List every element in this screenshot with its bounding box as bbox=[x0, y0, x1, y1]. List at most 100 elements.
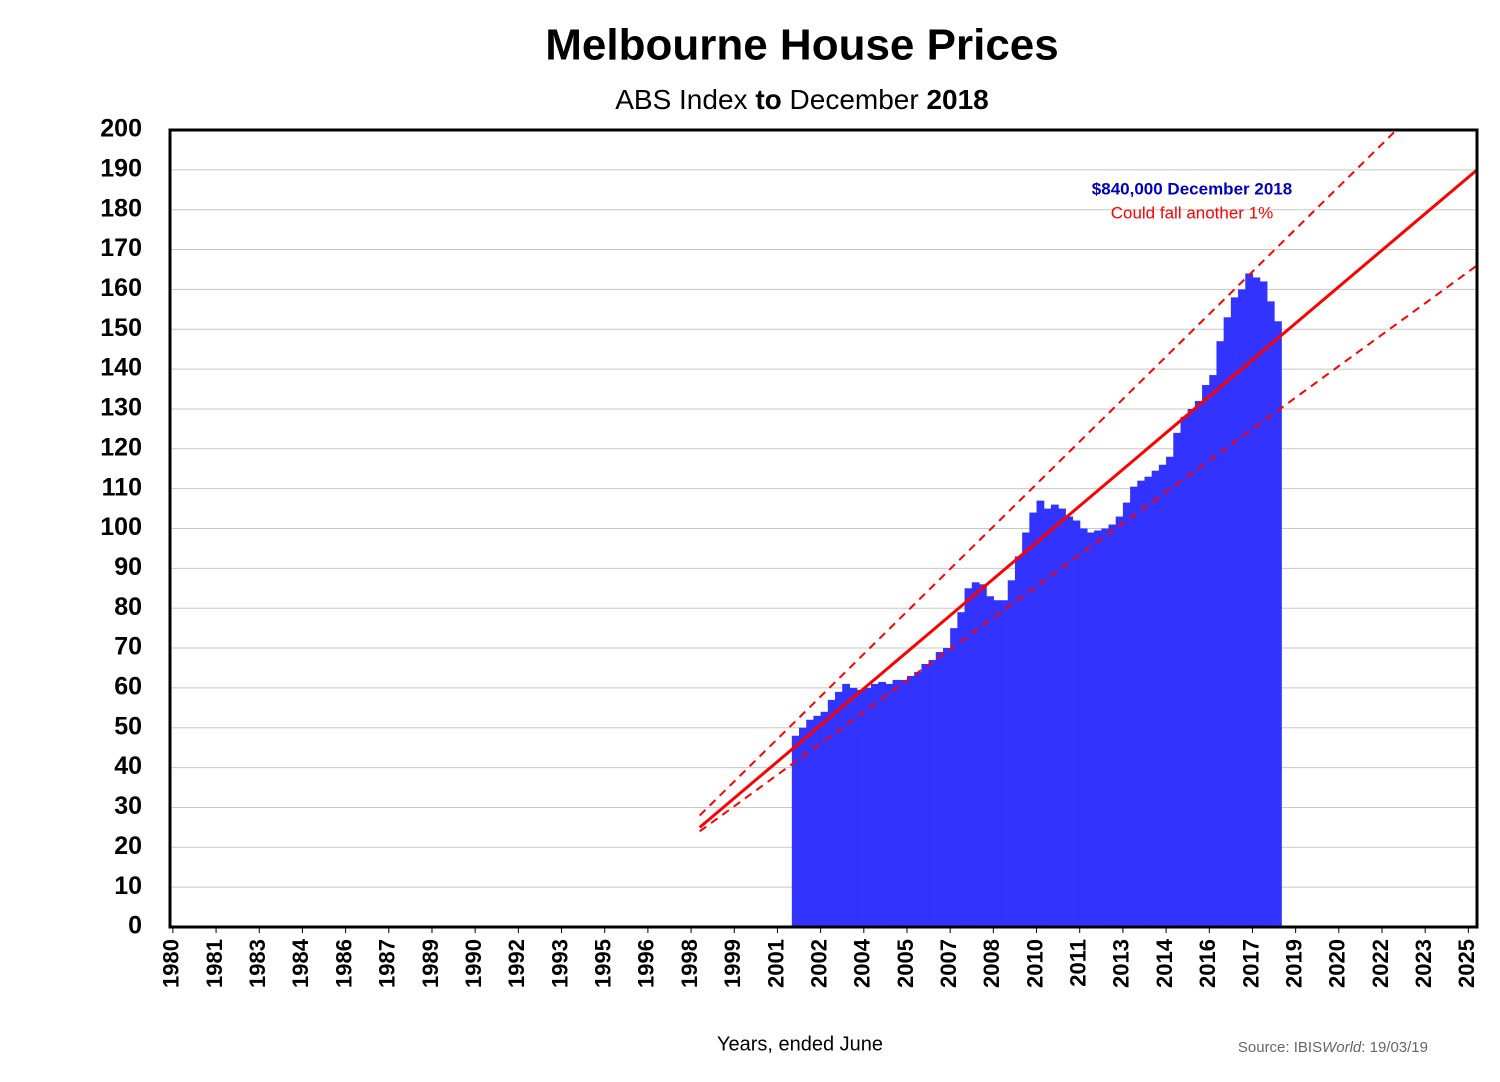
bar bbox=[1173, 432, 1182, 927]
bar bbox=[1194, 400, 1203, 928]
bar bbox=[1266, 301, 1275, 928]
annotation: $840,000 December 2018 bbox=[1092, 179, 1292, 198]
trend-line bbox=[698, 168, 1478, 829]
y-tick-label: 80 bbox=[114, 593, 142, 621]
bar bbox=[1050, 504, 1059, 927]
bar bbox=[1029, 512, 1038, 927]
x-tick-label: 1990 bbox=[461, 939, 486, 988]
chart-title: Melbourne House Prices bbox=[545, 21, 1058, 70]
y-tick-label: 40 bbox=[114, 752, 142, 780]
x-tick-label: 2004 bbox=[850, 938, 875, 988]
bar bbox=[1122, 502, 1131, 927]
bar bbox=[1079, 528, 1088, 927]
bar bbox=[1007, 580, 1016, 927]
x-axis-title: Years, ended June bbox=[717, 1033, 883, 1055]
bar bbox=[1274, 321, 1282, 927]
y-tick-label: 90 bbox=[114, 553, 142, 581]
x-tick-label: 1981 bbox=[202, 939, 227, 988]
x-tick-label: 1983 bbox=[245, 939, 270, 988]
x-tick-label: 1986 bbox=[331, 939, 356, 988]
bar bbox=[950, 628, 958, 927]
bar bbox=[1022, 532, 1030, 927]
bar bbox=[993, 600, 1002, 927]
bar bbox=[1151, 470, 1160, 927]
bar bbox=[1043, 508, 1052, 927]
x-tick-label: 2019 bbox=[1281, 939, 1306, 988]
x-tick-label: 1987 bbox=[375, 939, 400, 988]
bar bbox=[813, 715, 822, 927]
y-tick-label: 0 bbox=[128, 912, 142, 940]
x-tick-label: 1989 bbox=[418, 939, 443, 988]
annotation: Could fall another 1% bbox=[1111, 203, 1274, 222]
bar bbox=[1230, 297, 1239, 927]
source-part: Source: IBIS bbox=[1238, 1039, 1322, 1056]
subtitle-part: to bbox=[755, 84, 781, 115]
bar bbox=[1180, 416, 1189, 927]
y-tick-label: 130 bbox=[100, 394, 142, 422]
bar bbox=[1216, 341, 1225, 928]
bar bbox=[1166, 456, 1174, 927]
y-tick-label: 60 bbox=[114, 673, 142, 701]
bar bbox=[799, 727, 807, 927]
bar bbox=[791, 735, 800, 927]
plot-frame bbox=[168, 128, 1479, 929]
y-tick-label: 160 bbox=[100, 274, 142, 302]
trend-line bbox=[699, 264, 1478, 833]
bar bbox=[827, 699, 836, 927]
bar bbox=[856, 689, 865, 927]
subtitle-part: December bbox=[782, 84, 927, 115]
bar bbox=[1130, 486, 1138, 927]
x-tick-label: 2011 bbox=[1066, 939, 1091, 987]
subtitle-part: 2018 bbox=[926, 84, 988, 115]
bar bbox=[806, 719, 815, 927]
x-tick-label: 2010 bbox=[1022, 939, 1047, 988]
bar bbox=[899, 679, 908, 927]
x-tick-label: 2023 bbox=[1411, 939, 1436, 988]
x-tick-label: 2007 bbox=[936, 939, 961, 988]
bar bbox=[978, 584, 987, 927]
x-tick-label: 2025 bbox=[1454, 939, 1479, 988]
bar bbox=[835, 691, 843, 927]
y-tick-label: 140 bbox=[100, 354, 142, 382]
bar bbox=[1259, 281, 1268, 927]
bar bbox=[1245, 273, 1254, 928]
bar bbox=[957, 612, 966, 927]
x-tick-label: 1992 bbox=[504, 939, 529, 988]
x-tick-label: 1995 bbox=[591, 939, 616, 988]
source-note: Source: IBISWorld: 19/03/19 bbox=[1238, 1039, 1428, 1056]
y-tick-label: 120 bbox=[100, 433, 142, 461]
bar bbox=[906, 675, 915, 927]
y-tick-label: 10 bbox=[114, 872, 142, 900]
bar bbox=[964, 588, 973, 927]
bar bbox=[1072, 520, 1081, 927]
bar bbox=[878, 681, 886, 927]
x-tick-label: 1980 bbox=[159, 939, 184, 988]
bar bbox=[928, 660, 937, 927]
bar bbox=[1108, 524, 1117, 927]
bar bbox=[935, 652, 944, 927]
x-tick-label: 2022 bbox=[1368, 939, 1393, 988]
x-tick-label: 1998 bbox=[677, 939, 702, 988]
bar bbox=[1238, 289, 1246, 927]
bar bbox=[986, 596, 994, 927]
x-tick-label: 2002 bbox=[806, 939, 831, 988]
y-tick-label: 200 bbox=[100, 115, 142, 143]
source-part: World bbox=[1322, 1039, 1362, 1056]
bar bbox=[1202, 385, 1210, 927]
y-tick-label: 30 bbox=[114, 792, 142, 820]
bar bbox=[942, 648, 951, 927]
x-tick-label: 1996 bbox=[634, 939, 659, 988]
bar bbox=[820, 711, 829, 927]
y-tick-label: 100 bbox=[100, 513, 142, 541]
x-tick-label: 1993 bbox=[547, 939, 572, 988]
y-tick-label: 190 bbox=[100, 154, 142, 182]
bar bbox=[921, 663, 930, 927]
bar bbox=[1115, 516, 1124, 927]
bar bbox=[914, 671, 922, 927]
bar bbox=[1209, 375, 1218, 927]
bar bbox=[1000, 600, 1009, 927]
bar bbox=[842, 683, 851, 927]
bar bbox=[1223, 317, 1232, 927]
subtitle-part: ABS Index bbox=[615, 84, 755, 115]
